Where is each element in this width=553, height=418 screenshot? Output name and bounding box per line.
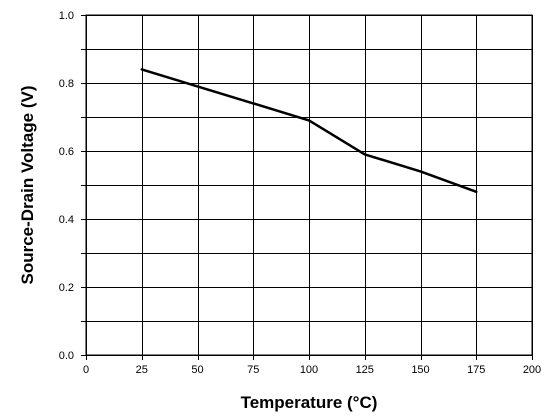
y-tick-label: 1.0 (59, 10, 74, 22)
x-tick-label: 150 (411, 364, 429, 376)
series-group (140, 68, 478, 194)
y-tick-label: 0.6 (59, 146, 74, 158)
y-axis-title: Source-Drain Voltage (V) (18, 86, 37, 285)
gridlines (81, 15, 533, 360)
x-tick-label: 175 (467, 364, 485, 376)
y-tick-label: 0.8 (59, 78, 74, 90)
x-tick-label: 50 (191, 364, 203, 376)
x-tick-label: 100 (300, 364, 318, 376)
x-axis-tick-labels: 0 25 50 75 100 125 150 175 200 (83, 364, 541, 376)
y-tick-label: 0.0 (59, 350, 74, 362)
x-tick-label: 25 (136, 364, 148, 376)
x-tick-label: 0 (83, 364, 89, 376)
x-tick-label: 75 (247, 364, 259, 376)
series-line (140, 68, 478, 194)
x-tick-label: 200 (523, 364, 541, 376)
y-axis-tick-labels: 0.0 0.2 0.4 0.6 0.8 1.0 (59, 10, 74, 362)
y-tick-label: 0.2 (59, 282, 74, 294)
x-tick-label: 125 (356, 364, 374, 376)
y-tick-label: 0.4 (59, 214, 74, 226)
x-axis-title: Temperature (°C) (241, 393, 378, 412)
